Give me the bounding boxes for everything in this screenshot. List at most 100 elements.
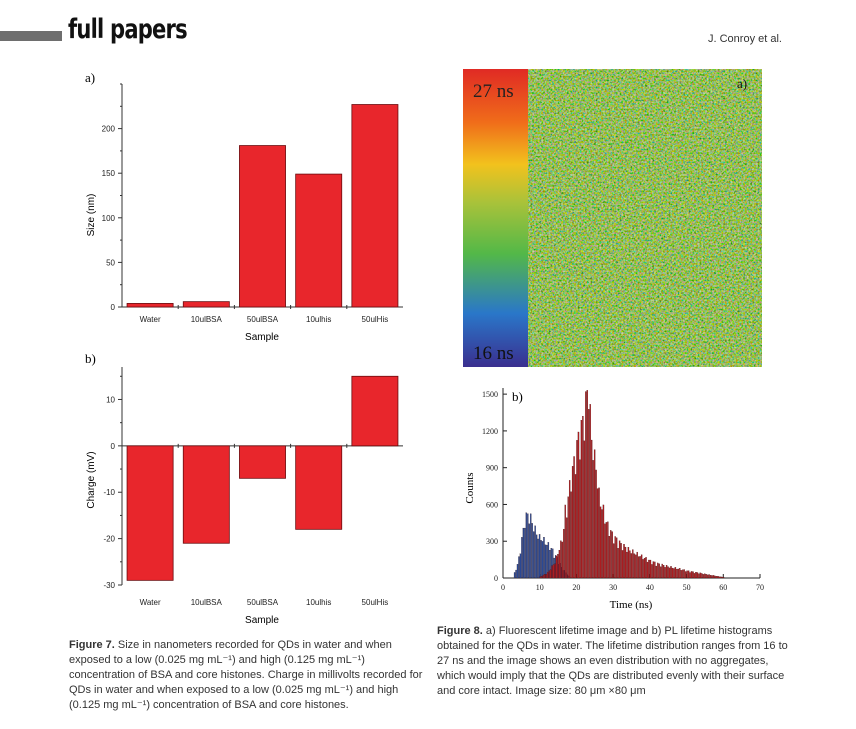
histogram-bin — [586, 390, 588, 579]
histogram-bin — [537, 538, 539, 579]
histogram-bin — [580, 420, 583, 579]
histogram-bin — [677, 568, 680, 579]
y-tick-label: 200 — [102, 125, 116, 134]
histogram-bin — [613, 543, 615, 579]
histogram-bin — [648, 559, 650, 579]
histogram-bin — [709, 575, 712, 579]
histogram-bin — [670, 566, 672, 579]
histogram-bin — [624, 546, 627, 579]
histogram-bin — [676, 568, 678, 579]
colorbar — [463, 69, 528, 367]
figure-7-label: Figure 7. — [69, 639, 115, 651]
y-tick-label: 150 — [102, 169, 116, 178]
histogram-bin — [522, 527, 525, 579]
histogram-bin — [599, 506, 602, 579]
histogram-bin — [527, 513, 529, 579]
histogram-bin — [636, 551, 638, 579]
y-tick-label: 100 — [102, 214, 116, 223]
histogram-bin — [546, 544, 548, 579]
histogram-bin — [660, 566, 662, 579]
histogram-bin — [605, 522, 608, 579]
histogram-bin — [680, 570, 682, 579]
histogram-bin — [673, 568, 675, 579]
histogram-bin — [549, 549, 551, 579]
histogram-bin — [640, 554, 643, 579]
histogram-bin — [604, 523, 606, 579]
histogram-bin — [570, 491, 572, 579]
histogram-bin — [525, 512, 528, 579]
y-tick-label: 0 — [111, 442, 116, 451]
histogram-bin — [643, 558, 646, 579]
histogram-bin — [579, 459, 581, 579]
histogram-bin — [632, 549, 634, 579]
bar — [351, 104, 399, 308]
histogram-bin — [560, 540, 562, 579]
histogram-bin — [711, 575, 713, 579]
histogram-bin — [607, 521, 609, 579]
histogram-bin — [571, 466, 574, 579]
histogram-bin — [516, 564, 519, 579]
y-tick-label: -10 — [103, 488, 115, 497]
y-tick-label: 0 — [494, 574, 498, 583]
header-bar — [0, 31, 62, 41]
figure-7-caption: Figure 7. Size in nanometers recorded fo… — [69, 638, 429, 713]
histogram-bin — [693, 573, 696, 579]
histogram-bin — [692, 571, 694, 579]
x-tick-label: 10ulBSA — [191, 315, 223, 324]
histogram-bin — [585, 391, 587, 579]
y-tick-label: 1200 — [482, 427, 498, 436]
x-tick-label: 50ulHis — [362, 598, 389, 607]
histogram-bin — [591, 439, 593, 579]
y-tick-label: 0 — [111, 303, 116, 312]
panel-label-a: a) — [85, 70, 95, 85]
histogram-bin — [699, 572, 702, 579]
histogram-bin — [687, 570, 690, 579]
histogram-bin — [668, 567, 671, 579]
histogram-bin — [720, 576, 722, 579]
histogram-bin — [541, 541, 544, 579]
histogram-bin — [679, 568, 681, 579]
histogram-bin — [577, 431, 580, 579]
histogram-bin — [557, 554, 559, 579]
histogram-bin — [626, 551, 628, 579]
x-tick-label: Water — [140, 598, 161, 607]
histogram-bin — [718, 576, 721, 579]
x-tick-label: 10ulhis — [306, 598, 331, 607]
x-axis-label: Sample — [245, 332, 279, 343]
histogram-bin — [654, 561, 656, 579]
histogram-bin — [518, 556, 520, 579]
histogram-bin — [554, 563, 556, 579]
histogram-bin — [705, 574, 707, 579]
histogram-bin — [551, 565, 553, 579]
bar — [126, 445, 174, 581]
histogram-bin — [583, 440, 586, 579]
charge-bar-chart: b) Charge (mV) Sample -30 -20 -10 0 10 Water 1… — [85, 351, 403, 626]
histogram-bin — [519, 553, 522, 579]
panel-label-d: b) — [512, 389, 523, 404]
author-line: J. Conroy et al. — [708, 33, 782, 45]
histogram-bin — [544, 544, 547, 579]
histogram-bin — [715, 576, 718, 579]
x-tick-label: 20 — [572, 583, 580, 592]
lifetime-histogram: b) Counts Time (ns) 0 300 600 900 1200 1500 0 1… — [464, 388, 764, 611]
x-tick-label: 50ulHis — [362, 315, 389, 324]
histogram-bin — [544, 574, 546, 579]
x-tick-label: 50 — [683, 583, 691, 592]
histogram-bin — [683, 569, 685, 579]
y-axis-label: Size (nm) — [86, 194, 97, 237]
histogram-bin — [717, 576, 719, 579]
x-tick-label: 50ulBSA — [247, 315, 279, 324]
y-tick-label: 600 — [486, 500, 498, 509]
bar — [182, 301, 230, 308]
y-axis-label: Charge (mV) — [86, 451, 97, 508]
histogram-bin — [592, 460, 594, 579]
histogram-bin — [620, 543, 622, 579]
histogram-bin — [651, 564, 653, 579]
histogram-bin — [682, 569, 684, 579]
histogram-bin — [567, 496, 569, 579]
histogram-bin — [686, 570, 688, 579]
histogram-bin — [649, 559, 652, 579]
figure-7-text: Size in nanometers recorded for QDs in w… — [69, 639, 423, 711]
section-title: full papers — [68, 14, 188, 45]
histogram-bin — [531, 523, 533, 579]
